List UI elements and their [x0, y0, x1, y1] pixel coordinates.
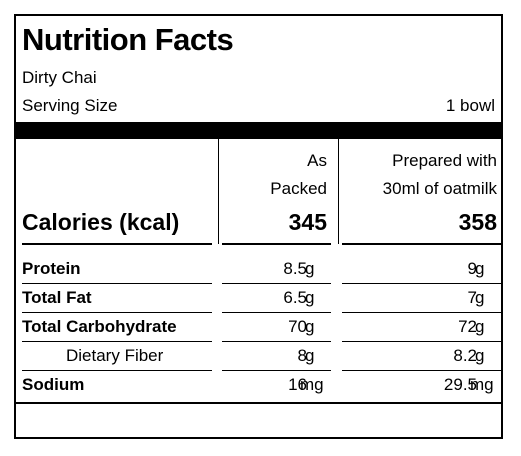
column-header-prepared-line2: 30ml of oatmilk [382, 179, 497, 198]
nutrient-packed-value: 6.5 [283, 288, 307, 307]
calories-underline [342, 243, 501, 245]
nutrient-packed-unit: mg [300, 375, 324, 394]
nutrient-packed-value: 8.5 [283, 259, 307, 278]
row-divider [22, 341, 212, 342]
nutrient-prepared-unit: g [475, 288, 485, 307]
nutrient-packed-value: 16 [288, 375, 307, 394]
row-divider [222, 283, 331, 284]
nutrient-packed-unit: g [305, 288, 315, 307]
nutrient-packed-unit: g [305, 346, 315, 365]
nutrient-prepared-unit: g [475, 259, 485, 278]
nutrient-prepared-value: 8.2 [453, 346, 477, 365]
bottom-divider [16, 402, 501, 404]
label-title: Nutrition Facts [22, 22, 234, 57]
nutrient-name: Sodium [22, 375, 85, 394]
calories-label: Calories (kcal) [22, 209, 180, 235]
product-name: Dirty Chai [22, 68, 97, 87]
calories-underline [222, 243, 331, 245]
column-separator [218, 139, 219, 244]
nutrient-prepared-unit: g [475, 346, 485, 365]
row-divider [22, 312, 212, 313]
column-header-prepared: Prepared with 30ml of oatmilk [383, 147, 497, 203]
row-divider [342, 370, 501, 371]
nutrient-packed-value: 70 [288, 317, 307, 336]
nutrient-packed-value: 8 [297, 346, 307, 365]
nutrient-prepared-unit: mg [470, 375, 494, 394]
column-header-packed: As Packed [270, 147, 327, 203]
row-divider [342, 341, 501, 342]
nutrient-prepared-value: 9 [467, 259, 477, 278]
row-divider [222, 341, 331, 342]
calories-prepared: 358 [458, 209, 497, 235]
row-divider [342, 312, 501, 313]
serving-size-label: Serving Size [22, 96, 118, 115]
row-divider [222, 312, 331, 313]
row-divider [342, 283, 501, 284]
nutrient-prepared-value: 7 [467, 288, 477, 307]
column-header-packed-line1: As [307, 151, 327, 170]
nutrition-facts-panel: Nutrition Facts Dirty Chai Serving Size … [14, 14, 503, 439]
nutrient-name: Total Fat [22, 288, 92, 307]
nutrient-name: Dietary Fiber [66, 346, 164, 365]
nutrient-name: Total Carbohydrate [22, 317, 177, 336]
nutrient-prepared-value: 72 [458, 317, 477, 336]
nutrient-name: Protein [22, 259, 81, 278]
column-header-prepared-line1: Prepared with [392, 151, 497, 170]
nutrient-packed-unit: g [305, 259, 315, 278]
nutrient-prepared-value: 29.5 [443, 375, 477, 394]
row-divider [222, 370, 331, 371]
serving-size-value: 1 bowl [445, 96, 495, 115]
column-separator [338, 139, 339, 244]
row-divider [22, 283, 212, 284]
nutrient-prepared-unit: g [475, 317, 485, 336]
nutrient-packed-unit: g [305, 317, 315, 336]
thick-divider [16, 122, 501, 139]
column-header-packed-line2: Packed [270, 179, 327, 198]
calories-packed: 345 [288, 209, 327, 235]
row-divider [22, 370, 212, 371]
calories-underline [22, 243, 212, 245]
